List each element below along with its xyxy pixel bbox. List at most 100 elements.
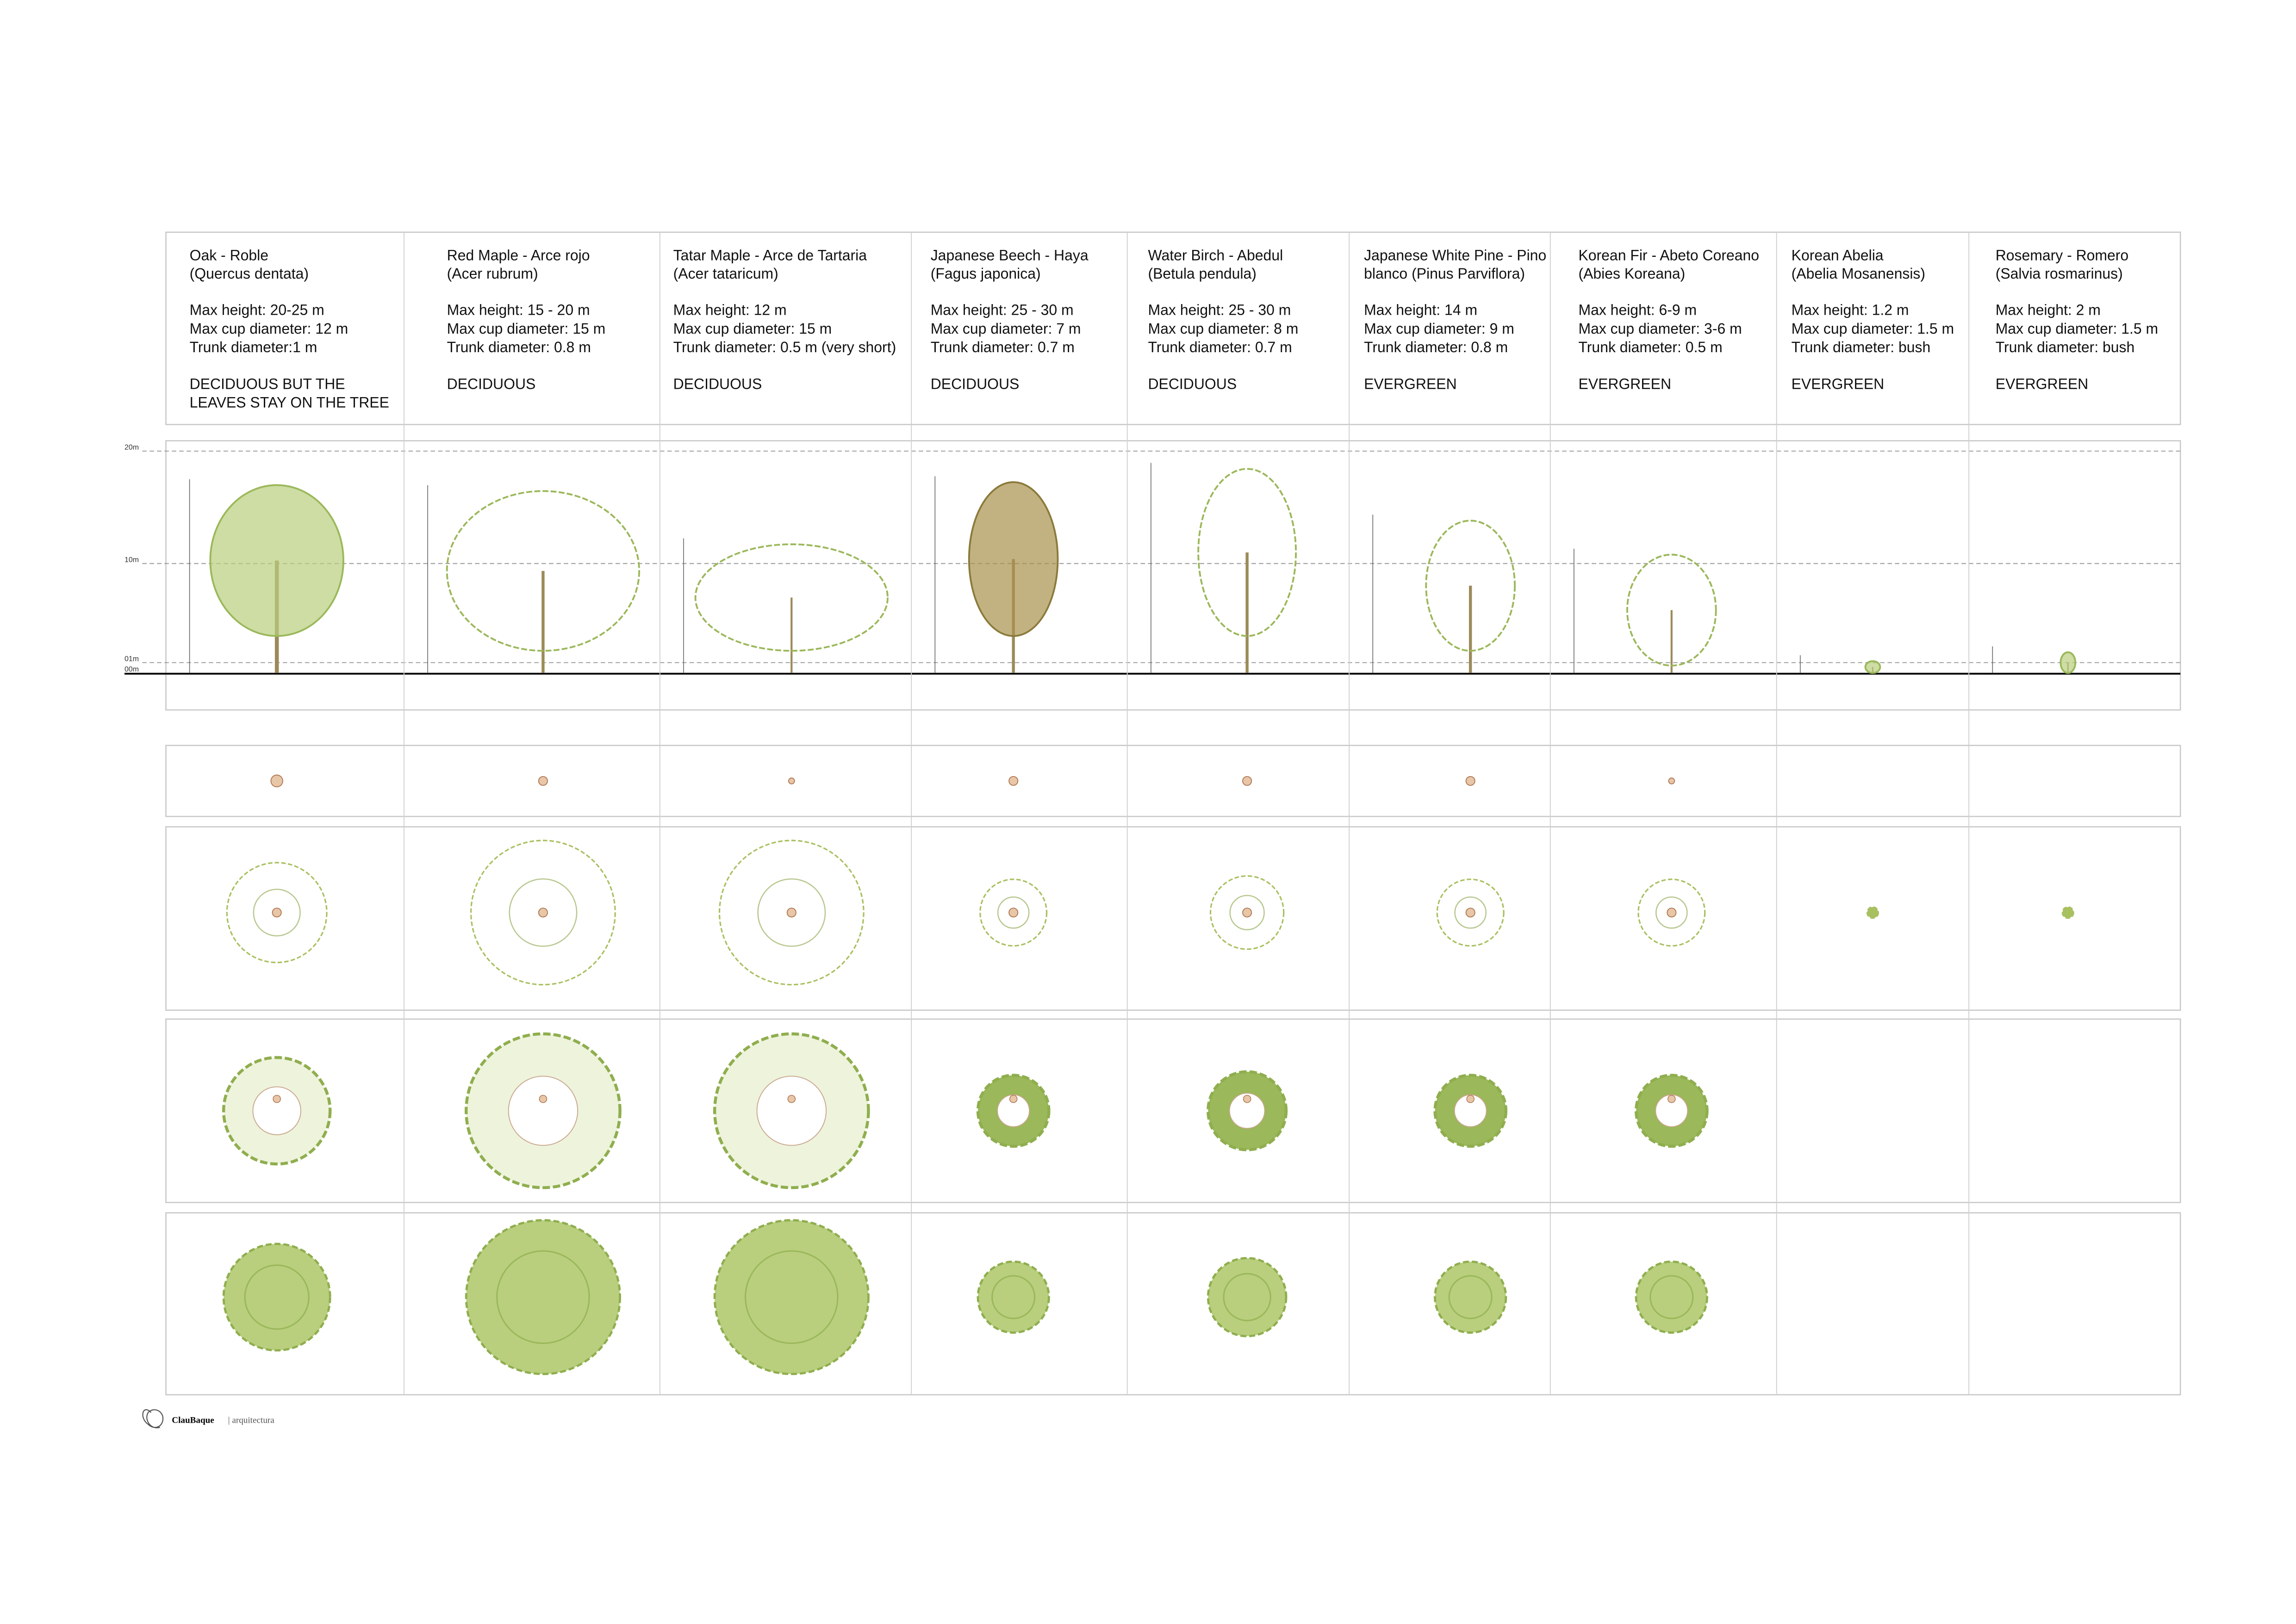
tree-type: EVERGREEN (1578, 375, 1671, 392)
tree-spec: Max cup diameter: 8 m (1148, 320, 1299, 337)
tree-title: (Abies Koreana) (1578, 265, 1685, 282)
trunk-plan (1668, 778, 1675, 784)
scale-label: 00m (124, 666, 139, 673)
tree-spec: Max cup diameter: 12 m (190, 320, 348, 337)
trunk-mark (538, 908, 548, 918)
trunk-mark (787, 1095, 796, 1103)
canopy-inner (757, 878, 826, 947)
tree-spec: Max height: 25 - 30 m (931, 302, 1074, 318)
tree-spec: Max height: 12 m (673, 302, 787, 318)
canopy-outline (1436, 878, 1505, 947)
tree-spec: Max height: 6-9 m (1578, 302, 1697, 318)
trunk-mark (1008, 908, 1019, 918)
tree-type: DECIDUOUS (673, 375, 762, 392)
canopy-outline (718, 840, 865, 986)
trunk-mark (272, 908, 282, 918)
canopy-texture (1223, 1273, 1271, 1321)
tree-title: Korean Fir - Abeto Coreano (1578, 247, 1759, 263)
tree-spec: Trunk diameter: 0.7 m (931, 339, 1075, 355)
canopy-texture (991, 1275, 1036, 1319)
tree-spec: Trunk diameter: 0.8 m (1364, 339, 1508, 355)
tree-title: (Salvia rosmarinus) (1996, 265, 2123, 282)
canopy-core (508, 1076, 579, 1146)
trunk-plan (1242, 776, 1252, 786)
tree-title: blanco (Pinus Parviflora) (1364, 265, 1525, 282)
plan-outline-box (165, 826, 2181, 1011)
canopy-core (756, 1076, 827, 1146)
tree-title: Tatar Maple - Arce de Tartaria (673, 247, 867, 263)
canopy-inner (1454, 896, 1487, 929)
canopy-filled (465, 1219, 621, 1375)
plan-filled-box (165, 1212, 2181, 1395)
canopy-core (252, 1086, 301, 1135)
canopy-texture (1448, 1275, 1493, 1319)
canopy-filled (713, 1219, 870, 1375)
logo-suffix: | arquitectura (228, 1415, 275, 1425)
plan-branches-box (165, 1018, 2181, 1203)
canopy-outline (2061, 906, 2074, 919)
tree-title: (Abelia Mosanensis) (1792, 265, 1925, 282)
logo-brand: ClauBaque (172, 1415, 214, 1425)
trunk-plan (270, 774, 283, 788)
canopy-outline (1637, 878, 1706, 947)
tree-spec: Max height: 2 m (1996, 302, 2101, 318)
logo: ClauBaque | arquitectura (142, 1409, 275, 1429)
trunk-plan (538, 776, 548, 786)
tree-title: Korean Abelia (1792, 247, 1884, 263)
canopy-outline (979, 878, 1048, 947)
tree-title: Rosemary - Romero (1996, 247, 2129, 263)
trunk-plan (1008, 776, 1019, 786)
tree-title: Japanese Beech - Haya (931, 247, 1089, 263)
tree-type: DECIDUOUS (447, 375, 536, 392)
canopy-core (1655, 1094, 1688, 1127)
elevation-box (165, 440, 2181, 711)
tree-spec: Max height: 25 - 30 m (1148, 302, 1291, 318)
canopy-outline (226, 862, 328, 964)
canopy-outline (1209, 875, 1285, 950)
crown (968, 481, 1059, 637)
canopy-inner (997, 896, 1030, 929)
tree-title: Red Maple - Arce rojo (447, 247, 590, 263)
tree-spec: Max cup diameter: 15 m (673, 320, 832, 337)
crown (2060, 651, 2077, 674)
tree-title: Japanese White Pine - Pino (1364, 247, 1546, 263)
canopy-inner (253, 889, 301, 937)
tree-type: LEAVES STAY ON THE TREE (190, 394, 389, 411)
tree-spec: Max height: 14 m (1364, 302, 1477, 318)
tree-type: EVERGREEN (1364, 375, 1457, 392)
trunk-plan (788, 778, 795, 784)
canopy-filled (1635, 1260, 1708, 1334)
trunk-mark (1009, 1095, 1018, 1103)
trunk-mark (1243, 1095, 1251, 1103)
trunk-mark (1242, 908, 1252, 918)
tree-spec: Trunk diameter:1 m (190, 339, 317, 355)
scale-label: 20m (124, 444, 139, 452)
header-box (165, 231, 2181, 425)
trunk-mark (1465, 908, 1475, 918)
tree-spec: Trunk diameter: 0.8 m (447, 339, 591, 355)
tree-spec: Max cup diameter: 1.5 m (1996, 320, 2158, 337)
trunk-plan (1465, 776, 1475, 786)
trunk-plan-box (165, 745, 2181, 817)
canopy-inner (509, 878, 578, 947)
trunk-mark (539, 1095, 548, 1103)
crown (1626, 554, 1717, 667)
tree-spec: Trunk diameter: 0.7 m (1148, 339, 1292, 355)
crown (694, 543, 889, 652)
canopy-filled (222, 1243, 331, 1352)
crown (446, 490, 641, 652)
trunk-mark (1466, 1095, 1475, 1103)
crown (1197, 468, 1297, 637)
tree-spec: Trunk diameter: 0.5 m (very short) (673, 339, 896, 355)
canopy-filled (977, 1260, 1050, 1334)
trunk-mark (786, 908, 796, 918)
trunk-mark (1667, 908, 1677, 918)
canopy-outline (470, 840, 616, 986)
canopy-inner (1655, 896, 1688, 929)
tree-type: DECIDUOUS BUT THE (190, 375, 345, 392)
scale-label: 10m (124, 556, 139, 564)
tree-title: (Quercus dentata) (190, 265, 309, 282)
canopy-texture (496, 1250, 590, 1344)
canopy-core (1454, 1094, 1487, 1127)
